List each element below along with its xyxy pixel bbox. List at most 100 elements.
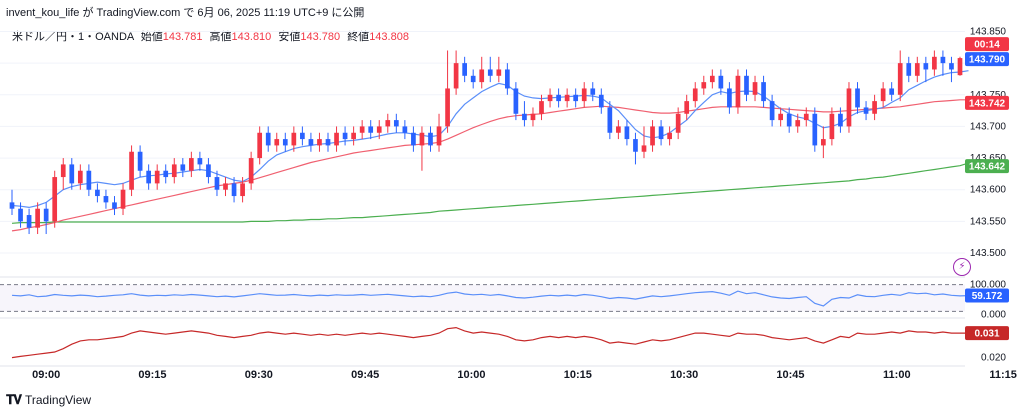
candle <box>880 82 886 108</box>
candle <box>889 82 895 102</box>
red-oscillator-value-tag: 0.031 <box>965 326 1009 341</box>
price-tick: 143.600 <box>970 185 1007 196</box>
candle <box>43 202 49 235</box>
candle <box>180 158 186 178</box>
candle <box>274 132 280 152</box>
candle <box>112 196 117 216</box>
svg-text:143.642: 143.642 <box>969 162 1006 173</box>
candle <box>949 56 954 83</box>
platform-link[interactable]: TradingView.com <box>96 7 181 19</box>
candle <box>317 132 322 152</box>
candle <box>735 69 741 114</box>
candle <box>906 56 912 83</box>
oscillator-pane <box>0 284 969 312</box>
candle <box>590 82 596 102</box>
candle <box>667 126 672 146</box>
candle <box>547 88 553 108</box>
candle <box>462 56 467 83</box>
candle <box>761 75 766 108</box>
candle <box>77 164 83 190</box>
candle <box>206 158 211 184</box>
candle <box>35 202 40 235</box>
publish-caption: invent_kou_life が TradingView.com で 6月 0… <box>6 4 364 20</box>
oscillator-tick: 0.000 <box>981 309 1006 320</box>
candle <box>522 101 527 127</box>
svg-text:00:14: 00:14 <box>974 40 1000 51</box>
slow-moving-average-line <box>11 99 969 232</box>
candle <box>803 107 809 127</box>
publish-date: で 6月 06, 2025 11:19 UTC+9 に公開 <box>183 7 365 19</box>
candle <box>428 126 433 152</box>
candle <box>342 126 348 146</box>
candle <box>897 50 903 102</box>
candle <box>633 132 638 165</box>
candle <box>838 107 843 133</box>
price-tick: 143.850 <box>970 26 1007 37</box>
long-moving-average-line <box>11 162 969 224</box>
countdown-tag: 00:14 <box>965 37 1009 52</box>
oscillator-tick: 100.000 <box>970 280 1007 291</box>
candle <box>855 82 860 114</box>
tradingview-logo-text: TradingView <box>25 393 92 407</box>
time-tick: 10:30 <box>670 369 698 381</box>
svg-text:143.742: 143.742 <box>969 98 1006 109</box>
candle <box>505 63 510 95</box>
candle <box>86 164 92 197</box>
candle <box>308 132 314 152</box>
candle <box>752 75 758 102</box>
candle <box>829 107 835 146</box>
candle <box>487 56 493 83</box>
price-tick: 143.500 <box>970 248 1007 259</box>
candle <box>496 56 502 83</box>
candle <box>248 151 254 190</box>
candle <box>334 126 339 152</box>
candle <box>957 56 963 76</box>
author-name[interactable]: invent_kou_life <box>6 7 80 19</box>
red-oscillator-line <box>11 326 969 359</box>
candle <box>598 88 604 114</box>
candle <box>863 101 869 121</box>
candle <box>146 164 151 190</box>
caption-connector: が <box>82 7 94 19</box>
candle <box>684 94 690 121</box>
fast-ma-price-tag: 143.790 <box>965 52 1009 67</box>
candle <box>445 50 450 133</box>
candle <box>846 82 852 133</box>
candle <box>257 126 263 165</box>
time-tick: 11:00 <box>883 369 911 381</box>
candle <box>812 107 818 152</box>
fast-moving-average-line <box>11 70 969 209</box>
time-tick: 10:15 <box>564 369 592 381</box>
candle <box>914 56 920 83</box>
candle <box>282 132 288 152</box>
candle <box>137 145 143 178</box>
symbol-label[interactable]: 米ドル／円・1・OANDA <box>12 31 134 43</box>
candle <box>650 120 655 152</box>
candle <box>325 132 331 152</box>
candle <box>95 183 100 203</box>
time-tick: 09:15 <box>138 369 166 381</box>
candle <box>103 189 109 209</box>
tradingview-logo[interactable]: 𝐓𝐕 TradingView <box>6 392 91 408</box>
candle <box>453 50 459 95</box>
candle <box>470 69 476 89</box>
candle <box>163 164 169 184</box>
lightning-alert-icon[interactable]: ⚡ <box>953 258 971 276</box>
close-label: 終値 <box>347 31 370 43</box>
price-tags: 00:14 143.790 143.742 143.642 59.172 0.031 <box>965 37 1009 341</box>
high-label: 高値 <box>209 31 232 43</box>
candle <box>359 120 365 140</box>
candle <box>9 189 15 216</box>
red-oscillator-tick: 0.020 <box>981 353 1006 364</box>
candle <box>265 126 271 152</box>
time-tick: 10:45 <box>776 369 804 381</box>
price-tick: 143.700 <box>970 121 1007 132</box>
candle <box>240 177 245 203</box>
candle <box>940 50 946 76</box>
chart-grid <box>0 30 965 367</box>
candle <box>786 107 792 133</box>
candle <box>402 120 408 140</box>
candle <box>291 126 297 152</box>
candle <box>60 158 66 190</box>
